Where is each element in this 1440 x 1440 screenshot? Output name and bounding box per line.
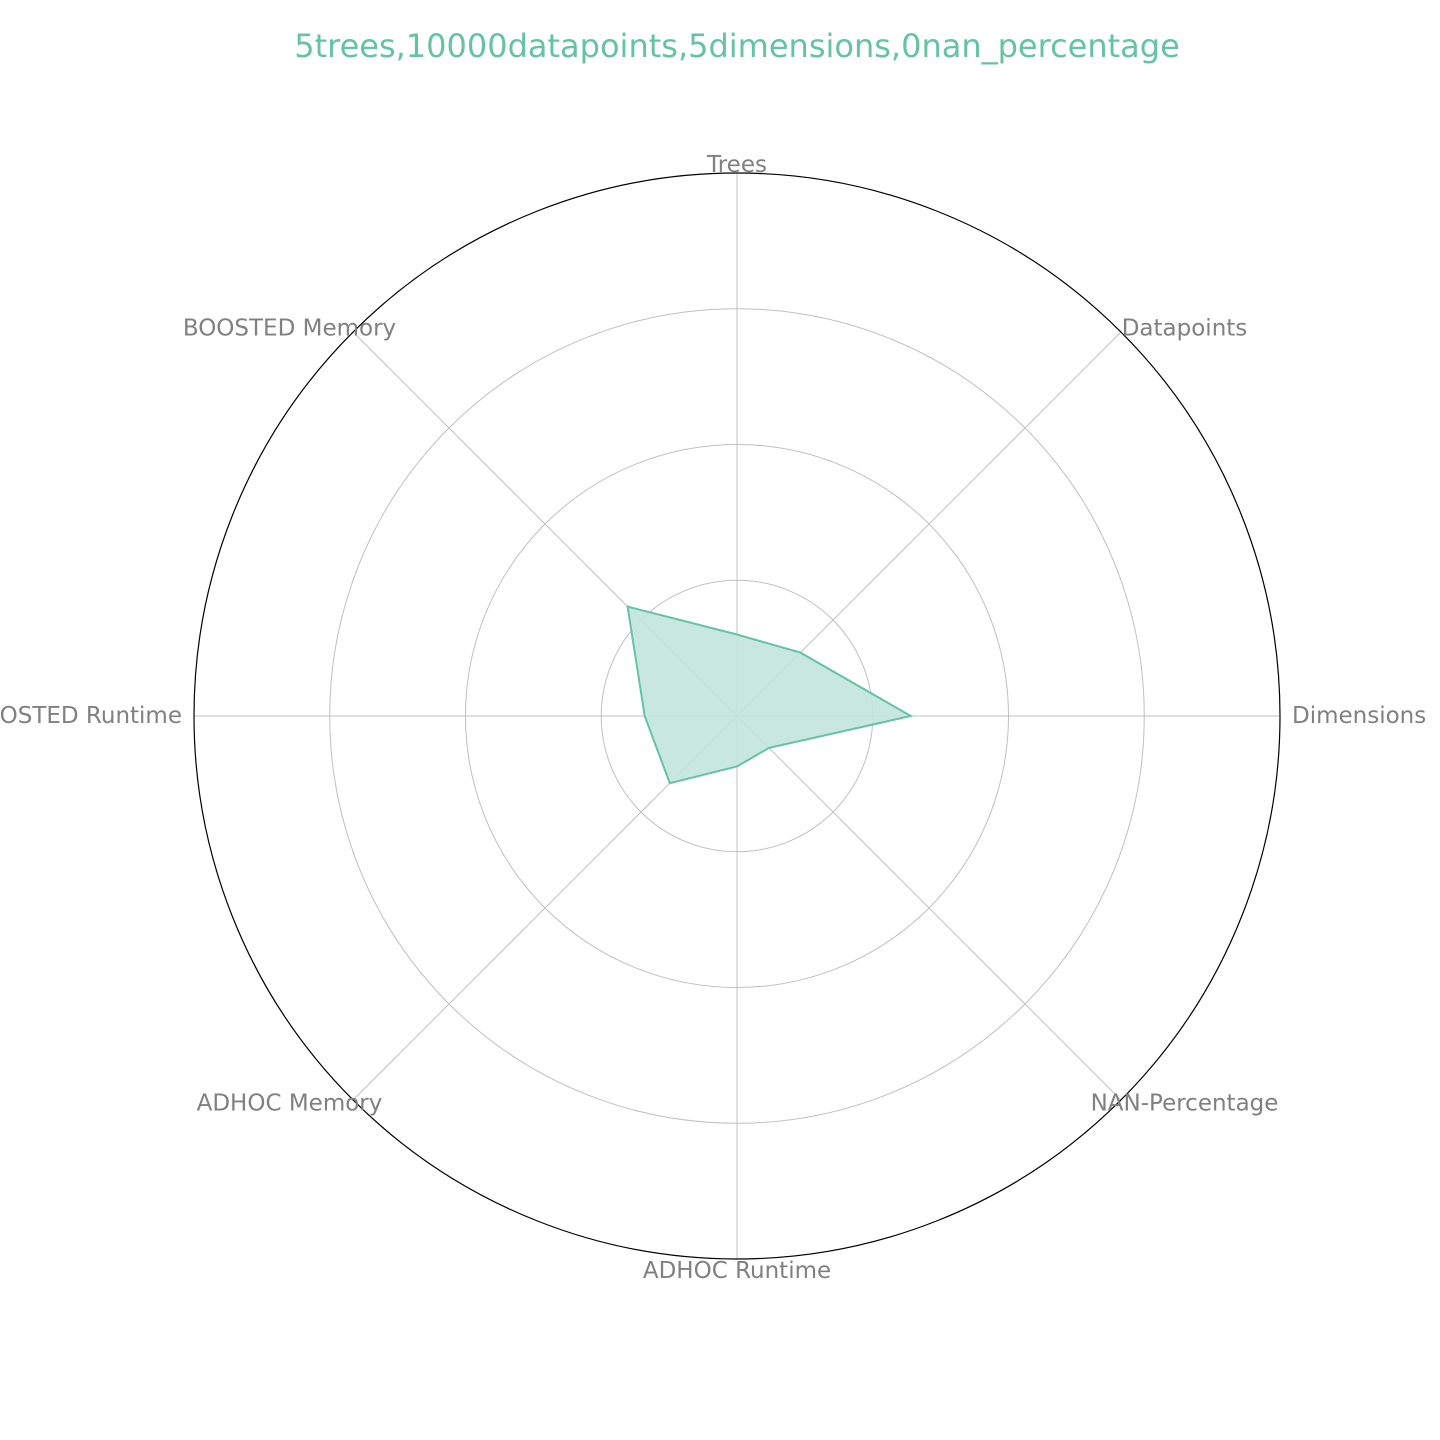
axis-label-dimensions: Dimensions (1292, 703, 1426, 729)
axis-label-boosted-memory: BOOSTED Memory (183, 316, 396, 342)
outer-ring (193, 172, 1281, 1260)
axis-label-datapoints: Datapoints (1122, 316, 1248, 342)
grid-ring-2 (465, 444, 1009, 988)
axis-label-boosted-runtime: BOOSTED Runtime (0, 703, 182, 729)
series-area-1 (626, 605, 914, 785)
axis-label-trees: Trees (706, 152, 767, 178)
grid-ring-3 (329, 308, 1145, 1124)
label-layer: Trees Datapoints Dimensions NAN-Percentage A… (0, 152, 1426, 1284)
axis-label-adhoc-memory: ADHOC Memory (197, 1091, 383, 1117)
axis-label-adhoc-runtime: ADHOC Runtime (643, 1258, 831, 1284)
axis-label-nan-percentage: NAN-Percentage (1091, 1091, 1279, 1117)
chart-title: 5trees,10000datapoints,5dimensions,0nan_… (294, 27, 1180, 65)
series-layer (626, 605, 914, 785)
